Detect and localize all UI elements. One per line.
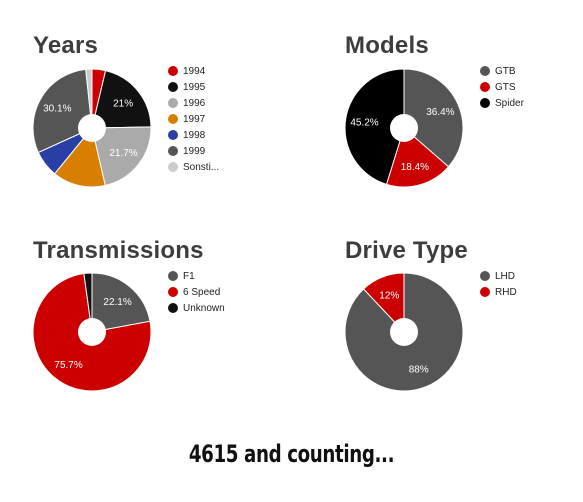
legend-swatch-icon <box>168 287 178 297</box>
legend-item-6-speed: 6 Speed <box>168 284 225 300</box>
legend-item-f1: F1 <box>168 268 225 284</box>
legend-label: 1994 <box>183 65 206 77</box>
legend-swatch-icon <box>168 146 178 156</box>
legend-label: RHD <box>495 286 517 298</box>
data-label-1995: 21% <box>113 98 133 109</box>
legend-swatch-icon <box>168 82 178 92</box>
legend-item-sonsti: Sonsti... <box>168 159 219 175</box>
pie-slice-rhd <box>362 272 405 334</box>
legend-item-lhd: LHD <box>480 268 517 284</box>
legend-swatch-icon <box>480 98 490 108</box>
legend-label: F1 <box>183 270 195 282</box>
pie-slice-unknown <box>83 272 93 333</box>
data-label-rhd: 12% <box>379 290 399 301</box>
data-label-6-speed: 75.7% <box>54 360 82 371</box>
years-pie-chart: 21% 21.7% 30.1% <box>32 68 152 188</box>
drive-type-legend: LHD RHD <box>480 268 517 300</box>
legend-label: LHD <box>495 270 516 282</box>
counter-tagline: 4615 and counting... <box>188 440 395 468</box>
legend-item-1995: 1995 <box>168 79 219 95</box>
data-label-f1: 22.1% <box>103 297 131 308</box>
legend-item-1998: 1998 <box>168 127 219 143</box>
data-label-spider: 45.2% <box>350 118 378 129</box>
pie-slice-spider <box>344 68 405 185</box>
drive-type-pie-chart: 88% 12% <box>344 272 464 392</box>
data-label-1999: 30.1% <box>43 104 71 115</box>
legend-swatch-icon <box>168 66 178 76</box>
legend-item-1996: 1996 <box>168 95 219 111</box>
data-label-gtb: 36.4% <box>426 107 454 118</box>
legend-item-spider: Spider <box>480 95 524 111</box>
legend-label: 1999 <box>183 145 206 157</box>
legend-swatch-icon <box>168 114 178 124</box>
pie-slice-1999 <box>32 68 93 154</box>
legend-swatch-icon <box>168 130 178 140</box>
pie-slice-gts <box>385 127 450 188</box>
legend-swatch-icon <box>168 98 178 108</box>
legend-swatch-icon <box>480 66 490 76</box>
legend-item-unknown: Unknown <box>168 300 225 316</box>
legend-swatch-icon <box>480 287 490 297</box>
legend-item-1994: 1994 <box>168 63 219 79</box>
transmissions-legend: F1 6 Speed Unknown <box>168 268 225 316</box>
legend-item-1999: 1999 <box>168 143 219 159</box>
transmissions-chart-title: Transmissions <box>33 237 204 264</box>
legend-swatch-icon <box>168 162 178 172</box>
data-label-lhd: 88% <box>409 365 429 376</box>
donut-hole <box>390 318 418 346</box>
legend-label: 1996 <box>183 97 206 109</box>
years-legend: 1994 1995 1996 1997 1998 1999 Sonsti... <box>168 63 219 175</box>
pie-slice-sonsti <box>85 68 93 129</box>
legend-label: GTS <box>495 81 516 93</box>
legend-label: 1995 <box>183 81 206 93</box>
pie-slice-f1 <box>91 272 151 333</box>
legend-label: 1997 <box>183 113 206 125</box>
transmissions-pie-chart: 22.1% 75.7% <box>32 272 152 392</box>
legend-item-gtb: GTB <box>480 63 524 79</box>
legend-item-gts: GTS <box>480 79 524 95</box>
donut-hole <box>390 114 418 142</box>
data-label-1996: 21.7% <box>109 148 137 159</box>
models-pie-chart: 36.4% 18.4% 45.2% <box>344 68 464 188</box>
legend-swatch-icon <box>480 82 490 92</box>
legend-item-1997: 1997 <box>168 111 219 127</box>
legend-swatch-icon <box>168 271 178 281</box>
donut-hole <box>78 114 106 142</box>
legend-label: Unknown <box>183 302 225 314</box>
legend-label: Sonsti... <box>183 161 220 173</box>
legend-swatch-icon <box>480 271 490 281</box>
donut-hole <box>78 318 106 346</box>
legend-label: Spider <box>495 97 524 109</box>
legend-swatch-icon <box>168 303 178 313</box>
models-chart-title: Models <box>345 32 429 59</box>
legend-label: 1998 <box>183 129 206 141</box>
years-chart-title: Years <box>33 32 99 59</box>
pie-slice-gtb <box>403 68 464 168</box>
pie-slice-1995 <box>91 69 152 129</box>
pie-slice-1996 <box>91 126 152 187</box>
data-label-gts: 18.4% <box>401 162 429 173</box>
legend-label: GTB <box>495 65 516 77</box>
legend-label: 6 Speed <box>183 286 221 298</box>
legend-item-rhd: RHD <box>480 284 517 300</box>
models-legend: GTB GTS Spider <box>480 63 524 111</box>
pie-slice-1997 <box>53 126 106 188</box>
drive-type-chart-title: Drive Type <box>345 237 468 264</box>
